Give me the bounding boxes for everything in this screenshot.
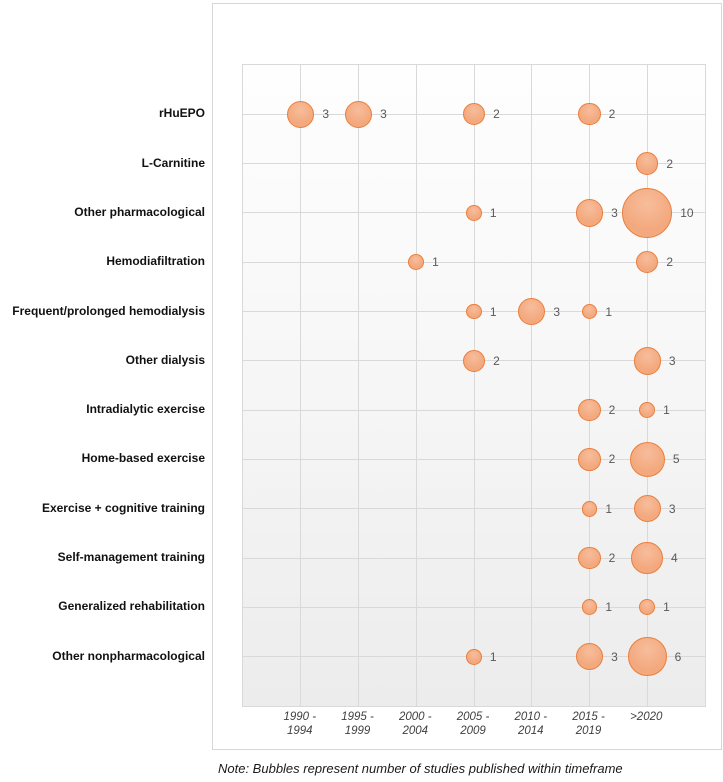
x-tick-label: 2000 - 2004 (398, 711, 432, 737)
bubble (636, 251, 659, 274)
gridline-vertical (358, 65, 359, 706)
bubble-value-label: 3 (668, 353, 676, 368)
bubble-value-label: 10 (680, 205, 694, 220)
bubble-value-label: 2 (608, 551, 616, 566)
bubble (408, 254, 425, 271)
bubble (578, 546, 601, 570)
bubble-value-label: 2 (608, 452, 616, 467)
plot-area: 3 3 2 2 2 1 3 10 1 2 1 3 1 2 3 2 1 2 5 1 3 2 4 1 1 1 3 6 (242, 64, 706, 707)
category-label: Other pharmacological (74, 204, 205, 219)
category-label: Other dialysis (125, 352, 205, 367)
bubble (633, 495, 661, 523)
bubble (466, 205, 482, 221)
bubble (344, 100, 373, 128)
bubble (466, 303, 482, 320)
category-label: Frequent/prolonged hemodialysis (12, 303, 205, 318)
category-label: Other nonpharmacological (52, 648, 205, 663)
gridline-vertical (589, 65, 590, 706)
bubble-value-label: 2 (493, 107, 500, 122)
bubble-value-label: 2 (666, 156, 674, 171)
bubble-value-label: 2 (666, 255, 674, 270)
bubble (639, 402, 656, 419)
x-tick-label: 2005 - 2009 (456, 711, 490, 737)
x-tick-label: 2015 - 2019 (572, 711, 605, 737)
gridline-vertical (473, 65, 475, 706)
bubble-value-label: 1 (489, 304, 497, 319)
bubble-value-label: 3 (611, 649, 618, 664)
bubble (629, 441, 665, 478)
bubble (636, 152, 659, 175)
bubble (622, 187, 673, 238)
x-tick-label: 1990 - 1994 (283, 711, 317, 737)
x-tick-label: 2010 - 2014 (514, 711, 548, 737)
bubble-value-label: 1 (605, 304, 613, 319)
category-label: Generalized rehabilitation (58, 599, 205, 614)
bubble (575, 643, 604, 671)
category-label: rHuEPO (158, 106, 205, 121)
bubble (633, 347, 661, 375)
bubble-value-label: 1 (605, 501, 613, 516)
x-tick-label: >2020 (630, 711, 663, 723)
bubble-value-label: 2 (608, 107, 616, 122)
gridline-vertical (415, 65, 417, 706)
bubble-value-label: 1 (605, 600, 613, 615)
gridline-horizontal (243, 508, 705, 510)
x-tick-label: 1995 - 1999 (341, 711, 374, 737)
category-label: Home-based exercise (81, 451, 205, 466)
chart-note: Note: Bubbles represent number of studie… (218, 761, 623, 776)
bubble (581, 599, 598, 616)
bubble (639, 599, 656, 616)
bubble (578, 103, 601, 126)
gridline-horizontal (243, 261, 705, 263)
bubble (466, 648, 482, 665)
bubble-value-label: 2 (608, 403, 616, 418)
gridline-vertical (531, 65, 533, 706)
bubble (631, 542, 664, 574)
bubble (627, 637, 667, 677)
gridline-horizontal (243, 606, 705, 608)
gridline-horizontal (243, 409, 705, 411)
bubble-value-label: 1 (489, 649, 497, 664)
category-label: Exercise + cognitive training (41, 500, 205, 515)
bubble (462, 349, 486, 373)
bubble-value-label: 2 (493, 353, 500, 368)
bubble-value-label: 1 (663, 600, 670, 615)
bubble (581, 303, 598, 320)
gridline-vertical (646, 65, 648, 706)
bubble-value-label: 5 (672, 452, 680, 467)
bubble-value-label: 3 (322, 107, 330, 122)
bubble (578, 398, 601, 422)
bubble-value-label: 6 (674, 649, 682, 664)
gridline-horizontal (243, 557, 705, 559)
bubble-value-label: 4 (671, 551, 678, 566)
bubble-value-label: 1 (489, 205, 497, 220)
bubble-value-label: 3 (380, 107, 387, 122)
bubble (287, 100, 315, 128)
bubble-value-label: 1 (432, 255, 439, 270)
bubble (581, 500, 598, 517)
bubble (578, 448, 601, 471)
bubble-value-label: 3 (668, 501, 676, 516)
gridline-horizontal (243, 458, 705, 460)
category-label: Hemodiafiltration (106, 254, 205, 269)
gridline-vertical (300, 65, 302, 706)
category-label: Self-management training (57, 550, 205, 565)
bubble-value-label: 3 (611, 205, 618, 220)
bubble (462, 103, 486, 126)
category-label: Intradialytic exercise (86, 402, 205, 417)
gridline-horizontal (243, 163, 705, 165)
bubble-value-label: 1 (663, 403, 670, 418)
bubble-value-label: 3 (553, 304, 561, 319)
category-label: L-Carnitine (141, 155, 205, 170)
bubble (575, 199, 604, 227)
bubble (518, 297, 546, 326)
